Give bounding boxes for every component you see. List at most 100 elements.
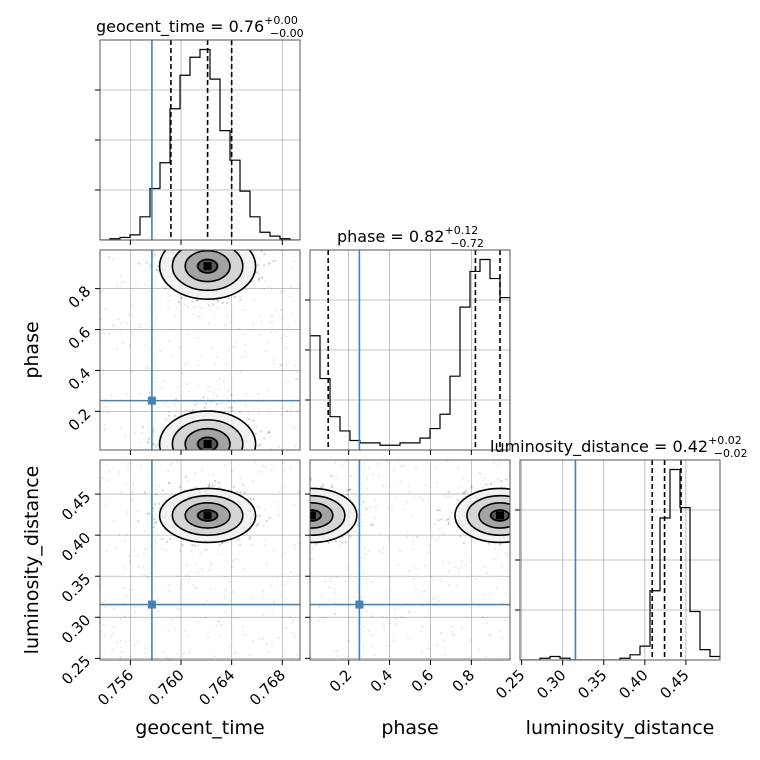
sample-point (370, 580, 373, 583)
sample-point (511, 521, 513, 523)
sample-point (307, 522, 309, 524)
sample-point (523, 496, 525, 498)
sample-point (238, 328, 241, 331)
sample-point (516, 518, 518, 520)
sample-point (149, 391, 152, 394)
sample-point (231, 245, 233, 247)
sample-point (360, 524, 363, 527)
sample-point (115, 641, 118, 644)
sample-point (454, 565, 457, 568)
sample-point (114, 547, 117, 549)
sample-point (322, 483, 325, 486)
sample-point (443, 639, 445, 642)
sample-point (373, 499, 376, 502)
sample-point (329, 474, 332, 477)
sample-point (184, 478, 186, 480)
sample-point (184, 629, 187, 632)
x-tick-label-luminosity_distance: 0.25 (492, 666, 528, 702)
sample-point (305, 518, 307, 520)
sample-point (201, 568, 204, 570)
sample-point (345, 460, 348, 463)
sample-point (287, 516, 289, 518)
sample-point (197, 316, 200, 319)
sample-point (205, 453, 207, 455)
sample-point (433, 523, 436, 526)
sample-point (264, 544, 267, 547)
sample-point (305, 506, 307, 508)
sample-point (169, 464, 172, 467)
contour-line (158, 410, 257, 450)
sample-point (536, 523, 538, 525)
x-tick-label-geocent_time: 0.756 (94, 666, 137, 709)
x-tick-label-phase: 0.2 (326, 666, 356, 696)
sample-point (513, 515, 515, 517)
sample-point (191, 472, 193, 474)
sample-point (195, 456, 197, 458)
sample-point (408, 570, 411, 573)
sample-point (510, 540, 512, 542)
sample-point (243, 350, 246, 353)
sample-point (230, 393, 233, 397)
sample-point (108, 470, 111, 473)
sample-point (293, 524, 295, 526)
sample-point (426, 611, 429, 614)
sample-point (230, 409, 233, 412)
sample-point (379, 533, 382, 536)
sample-point (208, 390, 211, 393)
histogram-geocent_time (100, 40, 300, 240)
sample-point (188, 575, 191, 578)
sample-point (303, 530, 305, 532)
sample-point (334, 461, 337, 464)
sample-point (269, 261, 272, 264)
sample-point (269, 315, 272, 318)
sample-point (436, 596, 439, 599)
sample-point (265, 519, 268, 523)
sample-point (112, 325, 115, 328)
sample-point (308, 480, 310, 482)
sample-point (153, 521, 156, 524)
sample-point (265, 539, 268, 542)
axes-frame-2-0 (99, 459, 301, 661)
sample-point (514, 523, 516, 525)
sample-point (197, 455, 199, 457)
sample-point (447, 523, 450, 526)
sample-point (421, 625, 424, 628)
sample-point (119, 656, 122, 658)
sample-point (501, 565, 503, 568)
sample-point (286, 520, 288, 522)
sample-point (327, 542, 330, 545)
histogram-bar (460, 307, 470, 450)
sample-point (141, 566, 144, 569)
sample-point (146, 548, 149, 550)
sample-point (446, 518, 449, 521)
sample-point (364, 513, 367, 516)
sample-point (148, 512, 151, 515)
sample-point (278, 490, 281, 493)
sample-point (516, 537, 518, 539)
sample-point (425, 600, 428, 603)
sample-point (443, 533, 445, 536)
sample-point (388, 589, 391, 591)
sample-point (296, 378, 298, 381)
sample-point (215, 395, 218, 397)
sample-point (245, 393, 248, 396)
sample-point (371, 615, 374, 618)
sample-point (119, 639, 122, 642)
sample-point (482, 616, 485, 619)
sample-point (513, 514, 515, 516)
sample-point (200, 454, 202, 456)
sample-point (301, 513, 303, 515)
sample-point (184, 241, 186, 243)
sample-point (529, 528, 531, 530)
sample-point (259, 510, 261, 512)
sample-point (368, 630, 371, 633)
sample-point (286, 506, 288, 508)
sample-point (522, 528, 524, 530)
sample-point (511, 527, 513, 529)
sample-point (303, 519, 305, 521)
sample-point (228, 460, 230, 462)
sample-point (295, 502, 297, 504)
sample-point (363, 556, 366, 559)
sample-point (425, 484, 428, 486)
sample-point (216, 300, 219, 303)
